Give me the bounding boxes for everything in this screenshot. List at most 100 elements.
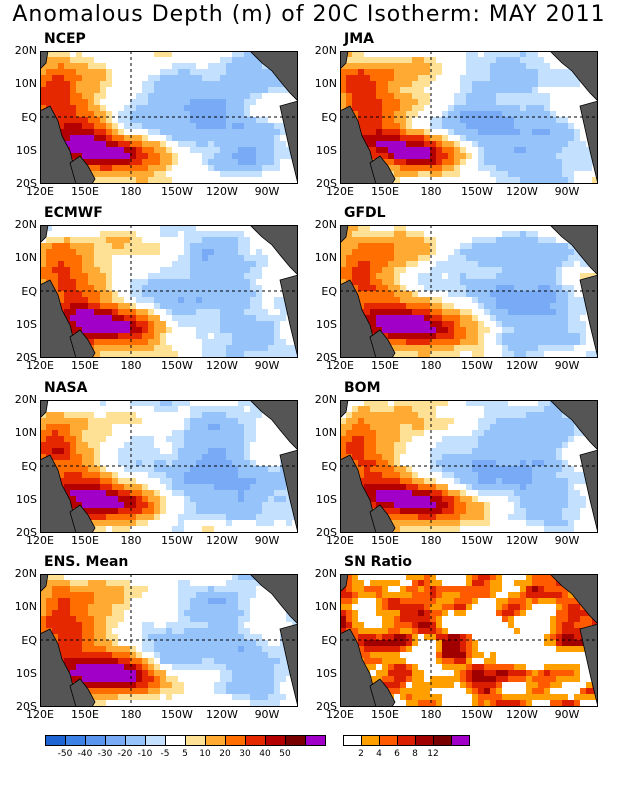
heatmap-cell: [418, 291, 424, 297]
heatmap-cell: [556, 279, 562, 285]
heatmap-cell: [172, 327, 178, 333]
heatmap-cell: [286, 327, 292, 333]
heatmap-cell: [238, 267, 244, 273]
heatmap-cell: [106, 249, 112, 255]
heatmap-cell: [418, 261, 424, 267]
heatmap-cell: [220, 345, 226, 351]
heatmap-cell: [154, 345, 160, 351]
heatmap-cell: [154, 111, 160, 117]
heatmap-cell: [190, 135, 196, 141]
heatmap-cell: [226, 466, 232, 472]
heatmap-cell: [166, 345, 172, 351]
heatmap-cell: [568, 171, 574, 177]
heatmap-cell: [520, 69, 526, 75]
heatmap-cell: [172, 424, 178, 430]
heatmap-cell: [460, 171, 466, 177]
heatmap-cell: [406, 183, 412, 184]
heatmap-cell: [376, 303, 382, 309]
heatmap-cell: [166, 526, 172, 532]
heatmap-cell: [262, 261, 268, 267]
heatmap-cell: [418, 327, 424, 333]
heatmap-cell: [478, 105, 484, 111]
y-tick-label: 10S: [16, 143, 37, 157]
heatmap-cell: [172, 81, 178, 87]
heatmap-cell: [172, 183, 178, 184]
heatmap-cell: [424, 261, 430, 267]
heatmap-cell: [274, 448, 280, 454]
heatmap-cell: [202, 514, 208, 520]
heatmap-cell: [412, 165, 418, 171]
heatmap-cell: [526, 99, 532, 105]
heatmap-cell: [190, 243, 196, 249]
heatmap-cell: [76, 225, 82, 231]
heatmap-cell: [562, 147, 568, 153]
heatmap-cell: [472, 243, 478, 249]
heatmap-cell: [172, 454, 178, 460]
heatmap-cell: [238, 117, 244, 123]
heatmap-cell: [166, 315, 172, 321]
heatmap-cell: [76, 279, 82, 285]
heatmap-cell: [490, 285, 496, 291]
heatmap-cell: [100, 400, 106, 406]
heatmap-cell: [202, 153, 208, 159]
heatmap-cell: [286, 177, 292, 183]
heatmap-cell: [382, 75, 388, 81]
heatmap-cell: [178, 472, 184, 478]
heatmap-cell: [358, 117, 364, 123]
heatmap-cell: [262, 117, 268, 123]
heatmap-cell: [214, 520, 220, 526]
heatmap-cell: [208, 496, 214, 502]
heatmap-cell: [400, 243, 406, 249]
heatmap-cell: [526, 261, 532, 267]
heatmap-cell: [556, 303, 562, 309]
heatmap-cell: [262, 135, 268, 141]
heatmap-cell: [508, 183, 514, 184]
heatmap-cell: [40, 448, 46, 454]
heatmap-cell: [148, 159, 154, 165]
heatmap-cell: [556, 99, 562, 105]
heatmap-cell: [130, 502, 136, 508]
heatmap-cell: [472, 261, 478, 267]
heatmap-cell: [118, 153, 124, 159]
heatmap-cell: [484, 81, 490, 87]
heatmap-cell: [382, 321, 388, 327]
heatmap-cell: [136, 315, 142, 321]
heatmap-cell: [556, 315, 562, 321]
heatmap-cell: [178, 51, 184, 57]
heatmap-cell: [52, 400, 58, 406]
heatmap-cell: [58, 87, 64, 93]
heatmap-cell: [190, 285, 196, 291]
heatmap-cell: [358, 69, 364, 75]
heatmap-cell: [160, 267, 166, 273]
heatmap-cell: [202, 345, 208, 351]
heatmap-cell: [94, 129, 100, 135]
heatmap-cell: [172, 75, 178, 81]
heatmap-cell: [454, 81, 460, 87]
heatmap-cell: [46, 243, 52, 249]
heatmap-cell: [394, 237, 400, 243]
heatmap-cell: [40, 436, 46, 442]
heatmap-cell: [436, 351, 442, 357]
heatmap-cell: [226, 117, 232, 123]
heatmap-cell: [514, 333, 520, 339]
heatmap-cell: [280, 135, 286, 141]
heatmap-cell: [538, 99, 544, 105]
heatmap-cell: [454, 357, 460, 358]
heatmap-cell: [184, 249, 190, 255]
heatmap-cell: [226, 93, 232, 99]
heatmap-cell: [562, 237, 568, 243]
heatmap-cell: [232, 147, 238, 153]
heatmap-cell: [580, 315, 586, 321]
heatmap-cell: [58, 69, 64, 75]
heatmap-cell: [232, 478, 238, 484]
heatmap-cell: [58, 267, 64, 273]
heatmap-cell: [430, 81, 436, 87]
heatmap-cell: [436, 261, 442, 267]
heatmap-cell: [130, 243, 136, 249]
heatmap-cell: [178, 57, 184, 63]
heatmap-cell: [94, 526, 100, 532]
heatmap-cell: [76, 448, 82, 454]
heatmap-cell: [142, 460, 148, 466]
heatmap-cell: [106, 261, 112, 267]
heatmap-cell: [400, 69, 406, 75]
